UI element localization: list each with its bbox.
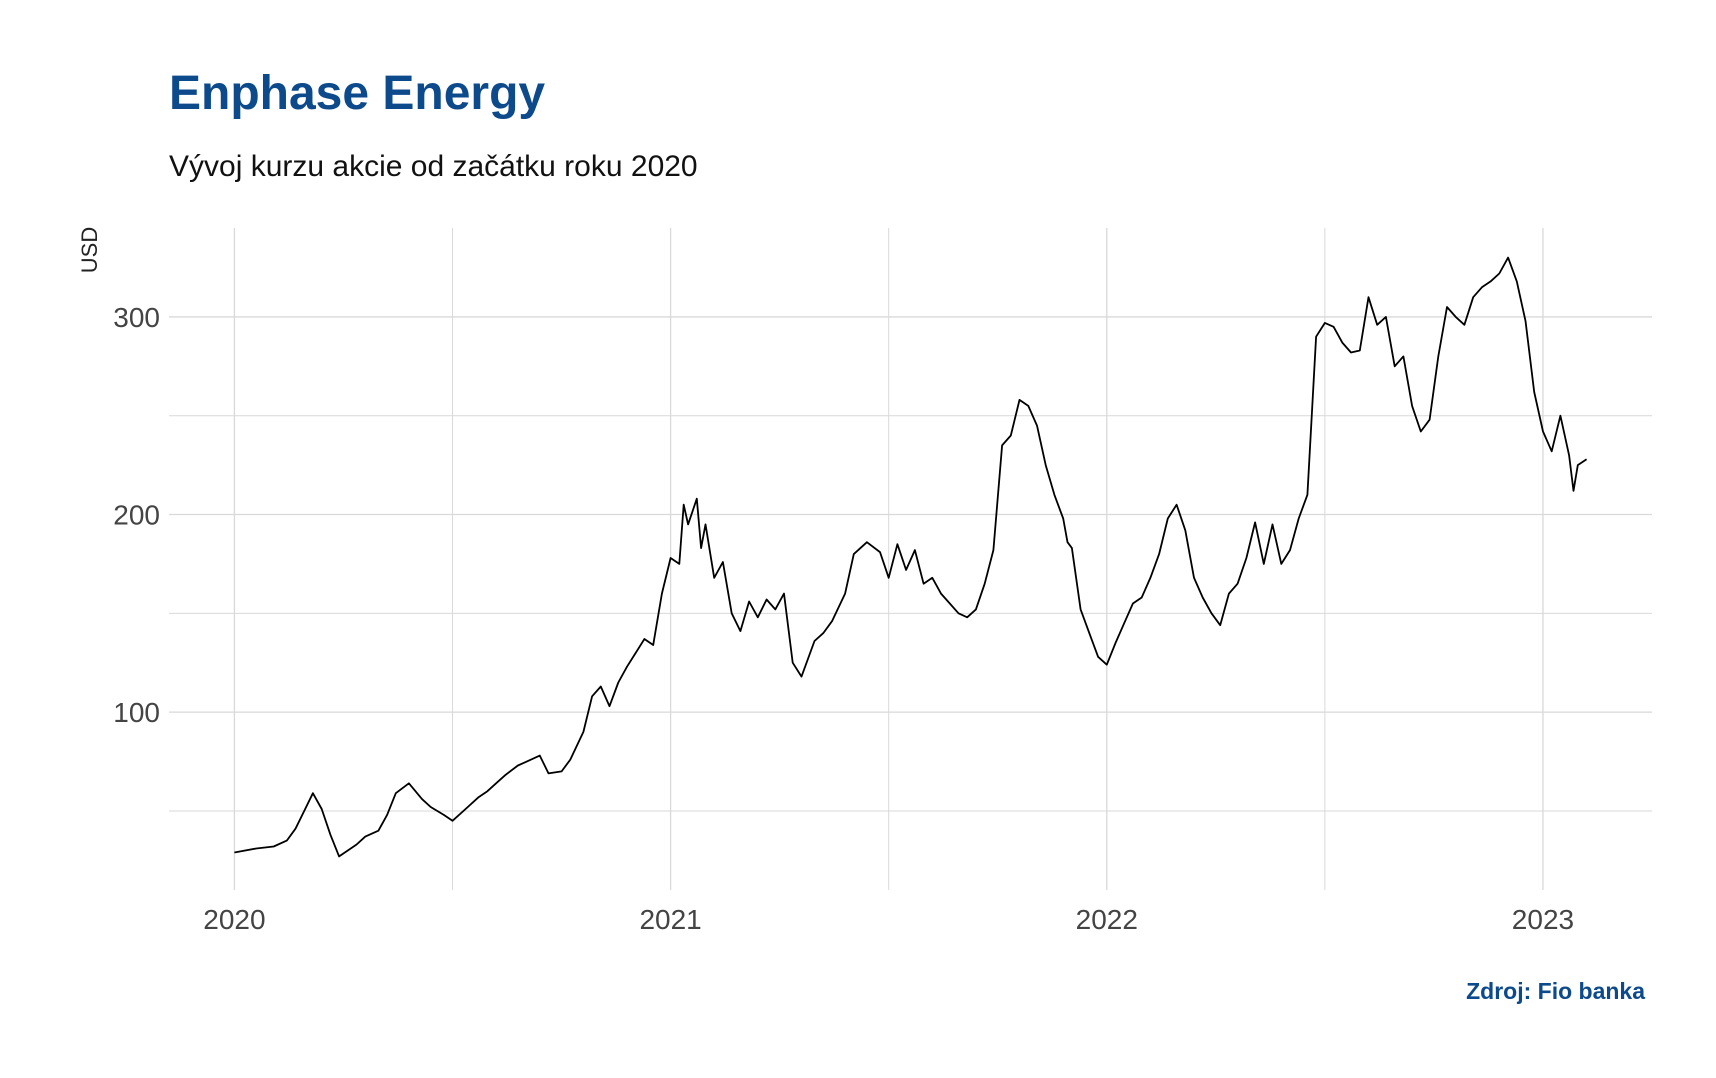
y-axis-tick-labels: 100 200 300 <box>113 302 160 728</box>
y-tick-label: 300 <box>113 302 160 333</box>
x-axis-tick-labels: 2020 2021 2022 2023 <box>203 904 1574 935</box>
minor-gridlines <box>169 228 1652 890</box>
x-tick-label: 2021 <box>639 904 701 935</box>
source-caption: Zdroj: Fio banka <box>1466 978 1645 1004</box>
x-tick-label: 2023 <box>1512 904 1574 935</box>
chart-title: Enphase Energy <box>169 67 546 120</box>
x-tick-label: 2020 <box>203 904 265 935</box>
y-tick-label: 200 <box>113 500 160 531</box>
x-tick-label: 2022 <box>1076 904 1138 935</box>
y-tick-label: 100 <box>113 697 160 728</box>
price-series-line <box>234 256 1588 858</box>
chart-subtitle: Vývoj kurzu akcie od začátku roku 2020 <box>169 150 698 183</box>
y-axis-title: USD <box>77 227 102 273</box>
